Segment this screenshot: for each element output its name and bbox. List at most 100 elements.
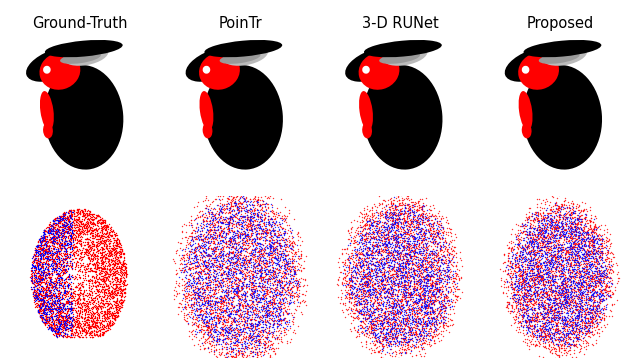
Point <box>368 284 378 290</box>
Point <box>610 284 620 290</box>
Point <box>442 276 452 282</box>
Point <box>577 254 588 260</box>
Point <box>439 296 449 302</box>
Point <box>268 209 278 214</box>
Point <box>390 207 401 213</box>
Point <box>72 315 83 321</box>
Point <box>372 273 382 279</box>
Point <box>73 252 83 257</box>
Point <box>257 234 267 240</box>
Point <box>278 225 289 230</box>
Ellipse shape <box>186 47 243 82</box>
Point <box>110 261 120 266</box>
Point <box>213 312 223 318</box>
Point <box>568 230 578 235</box>
Point <box>293 255 303 261</box>
Point <box>420 276 431 282</box>
Point <box>429 259 440 265</box>
Point <box>217 201 227 207</box>
Point <box>230 200 241 206</box>
Point <box>340 274 350 280</box>
Point <box>411 319 421 325</box>
Point <box>61 300 72 306</box>
Point <box>48 310 58 316</box>
Point <box>60 242 70 248</box>
Point <box>388 266 398 272</box>
Point <box>405 336 415 342</box>
Point <box>39 316 49 322</box>
Point <box>223 326 234 332</box>
Point <box>363 282 373 288</box>
Point <box>201 253 211 258</box>
Point <box>95 235 106 240</box>
Point <box>256 266 266 271</box>
Point <box>68 238 78 243</box>
Point <box>79 253 89 259</box>
Point <box>212 265 222 270</box>
Point <box>367 204 377 210</box>
Point <box>424 264 434 269</box>
Point <box>579 279 589 285</box>
Point <box>378 286 388 291</box>
Point <box>385 210 395 216</box>
Point <box>559 287 570 292</box>
Point <box>209 227 219 233</box>
Point <box>113 260 123 266</box>
Point <box>189 333 200 339</box>
Point <box>49 221 59 226</box>
Point <box>275 264 285 270</box>
Point <box>520 244 531 249</box>
Point <box>426 232 436 238</box>
Point <box>225 236 235 242</box>
Point <box>256 295 266 301</box>
Point <box>193 269 204 275</box>
Point <box>122 282 132 288</box>
Point <box>62 240 72 246</box>
Point <box>228 240 239 245</box>
Point <box>230 335 240 341</box>
Point <box>421 230 431 236</box>
Point <box>103 232 113 238</box>
Point <box>597 237 607 243</box>
Point <box>58 223 68 229</box>
Point <box>369 312 380 318</box>
Point <box>569 235 579 241</box>
Point <box>282 241 292 247</box>
Point <box>377 205 387 211</box>
Point <box>29 286 40 292</box>
Point <box>373 270 383 276</box>
Point <box>234 313 244 318</box>
Point <box>396 239 406 245</box>
Point <box>398 244 408 249</box>
Point <box>522 219 532 225</box>
Point <box>212 264 222 270</box>
Point <box>36 310 47 316</box>
Point <box>582 320 592 326</box>
Point <box>547 193 557 199</box>
Point <box>193 314 203 319</box>
Point <box>417 302 428 308</box>
Point <box>410 339 420 344</box>
Point <box>376 231 387 237</box>
Point <box>527 217 538 222</box>
Point <box>54 288 65 294</box>
Point <box>58 295 68 301</box>
Point <box>189 235 199 240</box>
Point <box>246 279 256 285</box>
Point <box>395 305 405 311</box>
Point <box>387 263 397 269</box>
Point <box>243 234 253 240</box>
Point <box>45 256 56 262</box>
Point <box>41 236 51 242</box>
Point <box>41 265 51 270</box>
Point <box>254 307 264 313</box>
Point <box>56 276 67 282</box>
Point <box>204 271 214 277</box>
Point <box>111 268 121 274</box>
Point <box>207 281 218 287</box>
Point <box>563 331 573 337</box>
Point <box>103 306 113 312</box>
Point <box>88 232 99 238</box>
Point <box>569 341 579 347</box>
Point <box>518 229 528 235</box>
